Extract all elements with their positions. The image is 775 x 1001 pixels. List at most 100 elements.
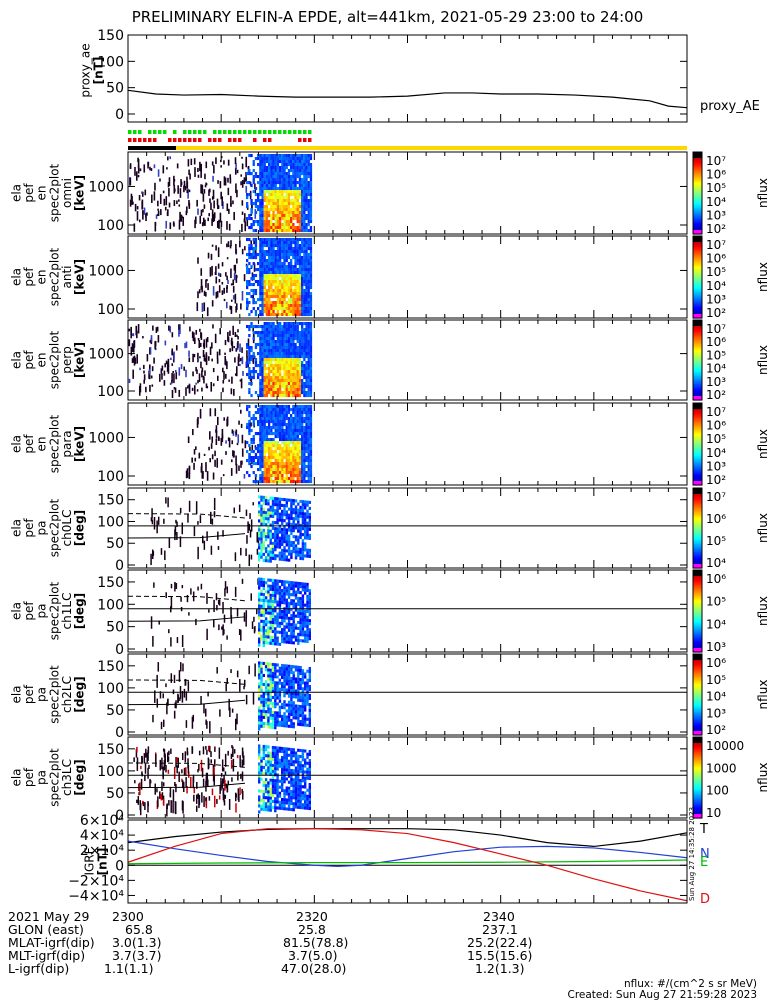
dense-flux-cell — [246, 265, 248, 268]
dense-flux-cell — [294, 250, 296, 253]
dense-flux-cell — [275, 456, 277, 459]
dense-flux-cell — [264, 154, 266, 157]
dense-flux-cell — [268, 157, 270, 160]
sparse-flux-pixel — [149, 167, 151, 171]
dense-flux-cell — [270, 417, 272, 420]
dense-flux-cell — [283, 504, 285, 507]
sparse-flux-pixel — [191, 458, 193, 463]
dense-flux-cell — [301, 184, 303, 187]
dense-flux-cell — [299, 373, 301, 376]
dense-flux-cell — [268, 154, 270, 157]
dense-flux-cell — [272, 385, 274, 388]
dense-flux-cell — [277, 426, 279, 429]
dense-flux-cell — [268, 450, 270, 453]
sparse-flux-pixel — [218, 264, 220, 269]
dense-flux-cell — [294, 301, 296, 304]
sparse-flux-pixel — [167, 362, 169, 372]
dense-flux-cell — [270, 438, 272, 441]
dense-flux-cell — [253, 229, 255, 232]
dense-flux-cell — [283, 601, 285, 604]
dense-flux-cell — [294, 468, 296, 471]
dense-flux-cell — [266, 456, 268, 459]
dense-flux-cell — [301, 265, 303, 268]
dense-flux-cell — [275, 441, 277, 444]
dense-flux-cell — [275, 405, 277, 408]
dense-flux-cell — [288, 190, 290, 193]
dense-flux-cell — [294, 444, 296, 447]
dense-flux-cell — [270, 358, 272, 361]
dense-flux-cell — [261, 181, 263, 184]
sparse-flux-pixel — [200, 409, 202, 419]
status-red-segment — [128, 138, 132, 142]
sparse-flux-pixel — [145, 387, 147, 393]
dense-flux-cell — [281, 331, 283, 334]
dense-flux-cell — [277, 244, 279, 247]
dense-flux-cell — [299, 388, 301, 391]
sparse-flux-pixel — [168, 629, 170, 633]
dense-flux-cell — [267, 535, 269, 538]
dense-flux-cell — [246, 283, 248, 286]
dense-flux-cell — [274, 503, 276, 506]
dense-flux-cell — [292, 208, 294, 211]
dense-flux-cell — [281, 540, 283, 543]
dense-flux-cell — [286, 435, 288, 438]
dense-flux-cell — [246, 423, 248, 426]
dense-flux-cell — [279, 480, 281, 483]
dense-flux-cell — [281, 459, 283, 462]
dense-flux-cell — [279, 462, 281, 465]
dense-flux-cell — [272, 370, 274, 373]
dense-flux-cell — [308, 193, 310, 196]
dense-flux-cell — [306, 510, 308, 513]
dense-flux-cell — [253, 367, 255, 370]
dense-flux-cell — [274, 579, 276, 582]
dense-flux-cell — [264, 160, 266, 163]
status-green-segment — [193, 130, 197, 134]
dense-flux-cell — [290, 508, 292, 511]
dense-flux-cell — [292, 268, 294, 271]
dense-flux-cell — [303, 468, 305, 471]
dense-flux-cell — [279, 468, 281, 471]
dense-flux-cell — [272, 474, 274, 477]
dense-flux-cell — [303, 187, 305, 190]
dense-flux-cell — [264, 477, 266, 480]
dense-flux-cell — [310, 277, 312, 280]
dense-flux-cell — [275, 193, 277, 196]
dense-flux-cell — [279, 355, 281, 358]
dense-flux-cell — [301, 355, 303, 358]
dense-flux-cell — [294, 157, 296, 160]
status-green-segment — [198, 130, 202, 134]
dense-flux-cell — [303, 247, 305, 250]
colorbar-tick-label: 10⁶ — [706, 335, 726, 349]
dense-flux-cell — [272, 223, 274, 226]
dense-flux-cell — [275, 376, 277, 379]
dense-flux-cell — [275, 184, 277, 187]
dense-flux-cell — [265, 629, 267, 632]
dense-flux-cell — [297, 600, 299, 603]
dense-flux-cell — [253, 471, 255, 474]
dense-flux-cell — [290, 199, 292, 202]
dense-flux-cell — [290, 550, 292, 553]
colorbar-tick-label: 10⁵ — [706, 265, 726, 279]
dense-flux-cell — [265, 632, 267, 635]
dense-flux-cell — [283, 286, 285, 289]
dense-flux-cell — [276, 586, 278, 589]
dense-flux-cell — [299, 600, 301, 603]
dense-flux-cell — [297, 310, 299, 313]
dense-flux-cell — [305, 250, 307, 253]
dense-flux-cell — [253, 462, 255, 465]
dense-flux-cell — [281, 280, 283, 283]
status-green-segment — [128, 130, 132, 134]
dense-flux-cell — [253, 441, 255, 444]
dense-flux-cell — [292, 313, 294, 316]
dense-flux-cell — [272, 226, 274, 229]
dense-flux-cell — [279, 226, 281, 229]
dense-flux-cell — [301, 202, 303, 205]
dense-flux-cell — [299, 370, 301, 373]
dense-flux-cell — [286, 310, 288, 313]
dense-flux-cell — [286, 438, 288, 441]
dense-flux-cell — [270, 184, 272, 187]
dense-flux-cell — [290, 385, 292, 388]
dense-flux-cell — [301, 289, 303, 292]
dense-flux-cell — [294, 432, 296, 435]
dense-flux-cell — [288, 208, 290, 211]
